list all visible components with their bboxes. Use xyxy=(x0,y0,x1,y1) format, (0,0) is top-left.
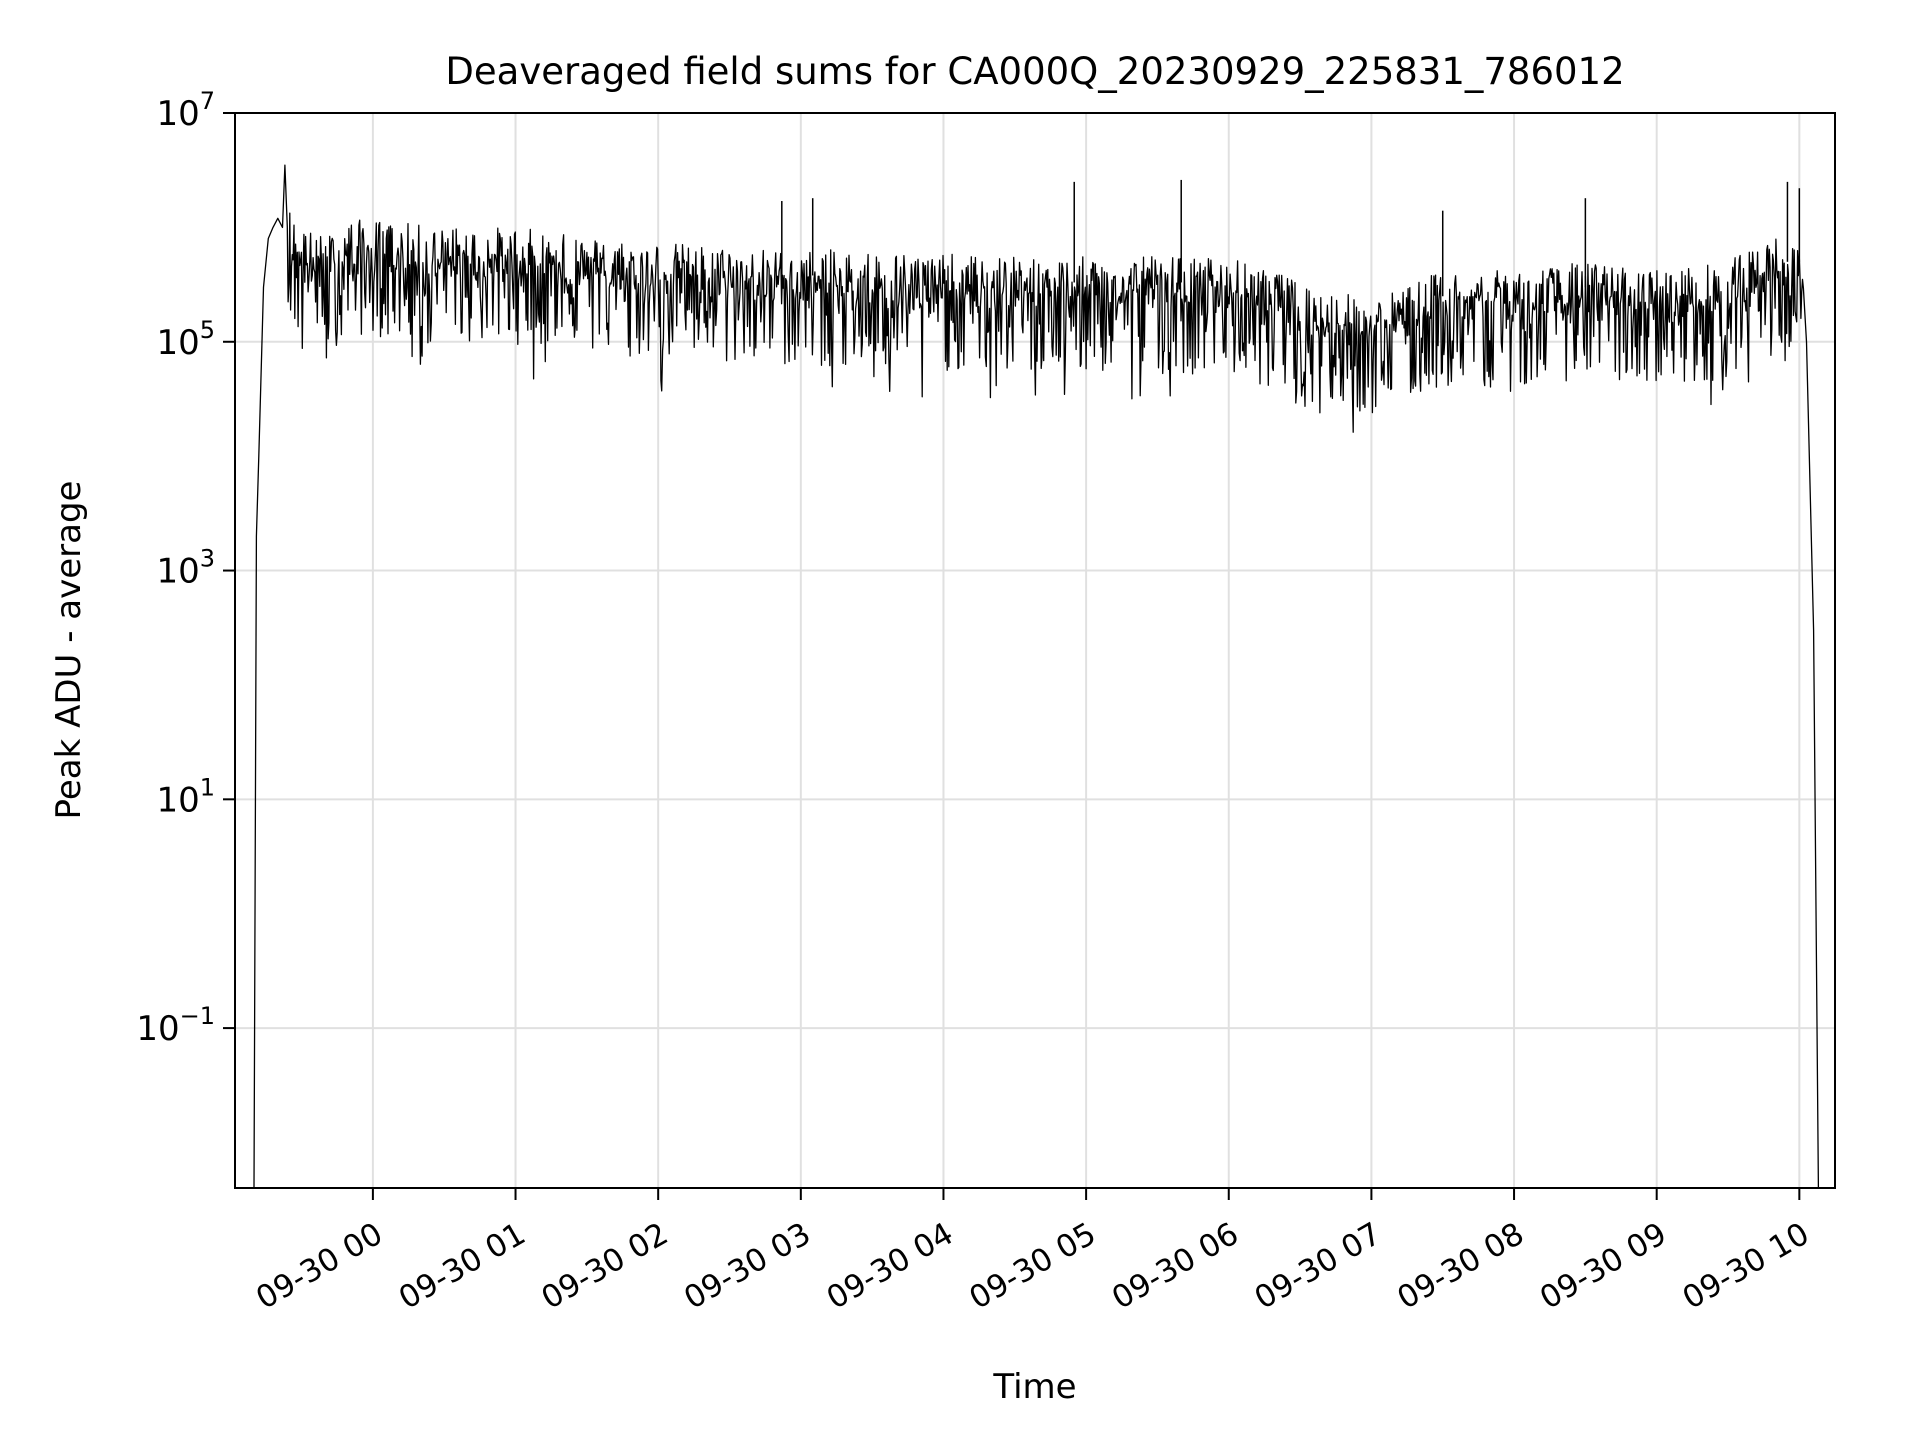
y-tick-label: 107 xyxy=(156,87,215,134)
series-line xyxy=(253,164,1820,1189)
y-tick-label: 101 xyxy=(156,773,215,820)
y-axis-label: Peak ADU - average xyxy=(49,481,89,820)
x-axis-label: Time xyxy=(992,1367,1076,1407)
y-tick-label: 103 xyxy=(156,545,215,592)
chart-title: Deaveraged field sums for CA000Q_2023092… xyxy=(445,50,1624,93)
plot-frame xyxy=(234,112,1836,1189)
y-axis: 107 105 103 101 10−1 xyxy=(136,87,235,1049)
y-tick-label: 10−1 xyxy=(136,1002,215,1049)
y-tick-label: 105 xyxy=(156,316,215,363)
data-series xyxy=(253,164,1820,1189)
